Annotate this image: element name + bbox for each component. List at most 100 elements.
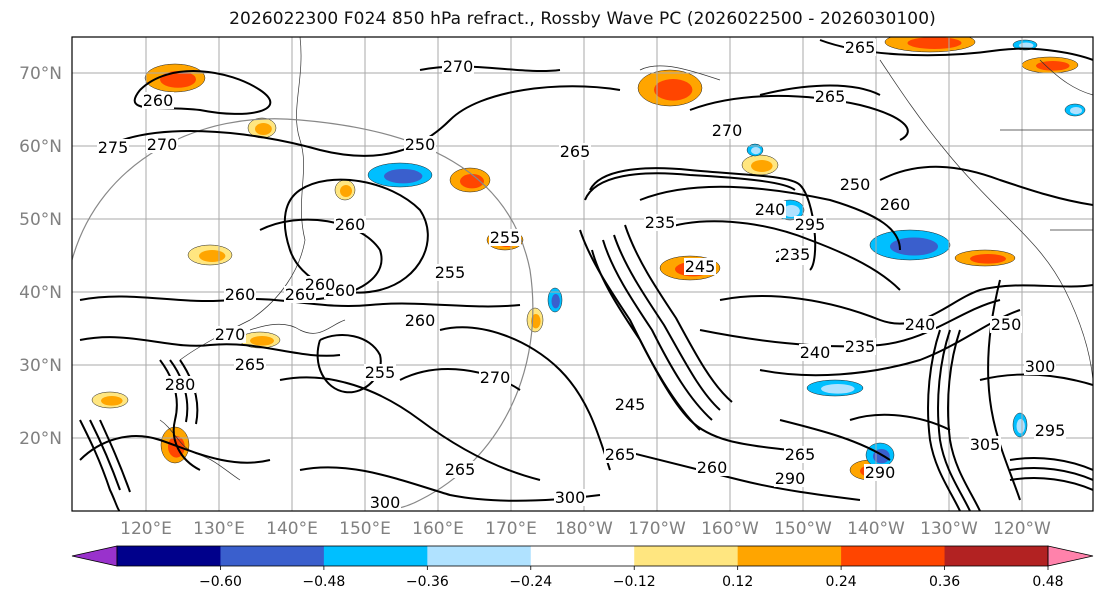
contour-label-bg bbox=[814, 88, 846, 105]
contour-line bbox=[937, 329, 971, 511]
colorbar-tick-label: 0.36 bbox=[929, 574, 960, 590]
contour-label: 260 bbox=[335, 215, 366, 234]
colorbar-tick-label: 0.48 bbox=[1032, 574, 1063, 590]
contour-label-bg bbox=[604, 446, 636, 463]
longitude-labels: 120°E 130°E 140°E 150°E 160°E 170°E 180°W 170°W… bbox=[120, 519, 1051, 539]
contour-label-bg bbox=[839, 176, 871, 193]
contour-label-bg bbox=[904, 316, 936, 333]
colorbar-tick-label: −0.24 bbox=[509, 574, 552, 590]
map-background bbox=[72, 37, 1093, 511]
contour-label: 265 bbox=[815, 87, 846, 106]
contour-label: 270 bbox=[443, 57, 474, 76]
contour-line bbox=[1009, 467, 1093, 481]
longitude-label: 120°E bbox=[120, 519, 172, 539]
anomaly-patch bbox=[144, 63, 206, 93]
contour-label-bg bbox=[799, 344, 831, 361]
contour-label-bg bbox=[234, 356, 266, 373]
anomaly-patch bbox=[954, 249, 1016, 267]
refractivity-contours bbox=[79, 39, 1093, 511]
contour-label: 295 bbox=[795, 215, 826, 234]
latitude-label: 30°N bbox=[19, 356, 62, 376]
colorbar-segment bbox=[841, 546, 946, 566]
contour-label-bg bbox=[794, 216, 826, 233]
contour-label: 235 bbox=[845, 337, 876, 356]
contour-label: 300 bbox=[370, 493, 401, 512]
anomaly-patch bbox=[91, 391, 129, 409]
contour-label-bg bbox=[489, 229, 521, 246]
contour-line bbox=[613, 234, 721, 411]
contour-label-bg bbox=[711, 122, 743, 139]
map-frame bbox=[71, 36, 1094, 512]
latitude-label: 70°N bbox=[19, 64, 62, 84]
contour-label-bg bbox=[696, 459, 728, 476]
contour-label-bg bbox=[164, 376, 196, 393]
colorbar-segment bbox=[427, 546, 532, 566]
contour-label: 265 bbox=[605, 445, 636, 464]
longitude-label: 150°W bbox=[774, 519, 832, 539]
colorbar-tick-label: −0.48 bbox=[302, 574, 345, 590]
contour-label: 290 bbox=[865, 463, 896, 482]
colorbar-extend-left bbox=[71, 545, 118, 567]
contour-label-bg bbox=[146, 136, 178, 153]
latitude-label: 60°N bbox=[19, 137, 62, 157]
contour-line bbox=[639, 185, 901, 251]
longitude-label: 160°E bbox=[412, 519, 464, 539]
contour-line bbox=[591, 249, 701, 431]
contour-label: 270 bbox=[215, 325, 246, 344]
contour-label-bg bbox=[754, 201, 786, 218]
contour-line bbox=[849, 413, 951, 431]
colorbar-tick-label: −0.36 bbox=[406, 574, 449, 590]
longitude-label: 170°W bbox=[628, 519, 686, 539]
colorbar: −0.60 −0.48 −0.36 −0.24 −0.12 0.12 0.24 0.36 0.4… bbox=[71, 545, 1094, 590]
contour-label-bg bbox=[559, 143, 591, 160]
colorbar-segment bbox=[737, 546, 842, 566]
contour-label: 245 bbox=[615, 395, 646, 414]
contour-line bbox=[879, 165, 1093, 206]
contour-label: 235 bbox=[645, 213, 676, 232]
contour-line bbox=[759, 84, 881, 96]
latitude-label: 40°N bbox=[19, 283, 62, 303]
colorbar-segment bbox=[117, 546, 221, 566]
anomaly-patch bbox=[746, 143, 764, 157]
longitude-label: 150°E bbox=[339, 519, 391, 539]
contour-line bbox=[619, 449, 861, 501]
colorbar-tick-label: 0.24 bbox=[826, 574, 857, 590]
contour-label-bg bbox=[779, 246, 811, 263]
contour-label: 265 bbox=[445, 460, 476, 479]
contour-line bbox=[99, 85, 621, 157]
contour-line bbox=[584, 172, 796, 201]
anomaly-patch bbox=[1012, 412, 1028, 438]
contour-label: 300 bbox=[555, 488, 586, 507]
contour-label: 235 bbox=[780, 245, 811, 264]
colorbar-extend-right bbox=[1047, 545, 1094, 567]
contour-line bbox=[947, 329, 981, 511]
contour-label: 265 bbox=[845, 38, 876, 57]
colorbar-tick-label: −0.12 bbox=[613, 574, 656, 590]
contour-label-bg bbox=[614, 396, 646, 413]
anomaly-patch bbox=[806, 379, 864, 397]
contour-line bbox=[624, 224, 733, 403]
projection-circle bbox=[72, 118, 534, 511]
anomaly-patch bbox=[239, 331, 281, 349]
contour-line bbox=[89, 419, 121, 491]
contour-label-bg bbox=[442, 58, 474, 75]
longitude-label: 130°W bbox=[920, 519, 978, 539]
contour-label: 260 bbox=[697, 458, 728, 477]
contour-label-bg bbox=[684, 258, 716, 275]
contour-label: 270 bbox=[147, 135, 178, 154]
contour-label: 290 bbox=[775, 469, 806, 488]
contour-label: 240 bbox=[905, 315, 936, 334]
colorbar-segment bbox=[944, 546, 1049, 566]
anomaly-patch bbox=[334, 179, 356, 201]
contour-label: 245 bbox=[685, 257, 716, 276]
longitude-label: 130°E bbox=[193, 519, 245, 539]
contour-label-bg bbox=[1024, 358, 1056, 375]
contour-line bbox=[779, 419, 891, 461]
latitude-label: 50°N bbox=[19, 210, 62, 230]
anomaly-patch bbox=[247, 117, 277, 139]
contour-line bbox=[699, 299, 1001, 348]
contour-label: 240 bbox=[800, 343, 831, 362]
colorbar-segment bbox=[220, 546, 325, 566]
contour-line bbox=[987, 279, 1021, 501]
contour-label-bg bbox=[304, 276, 336, 293]
